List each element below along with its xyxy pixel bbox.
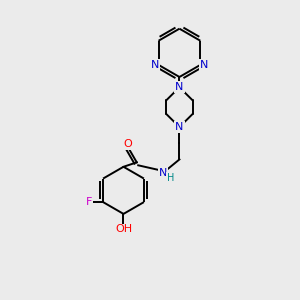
Text: N: N [151,60,159,70]
Text: N: N [159,168,167,178]
Text: H: H [167,173,174,183]
Text: N: N [200,60,208,70]
Text: N: N [175,82,184,92]
Text: OH: OH [115,224,132,235]
Text: F: F [86,197,92,207]
Text: O: O [124,139,132,149]
Text: N: N [175,122,184,132]
